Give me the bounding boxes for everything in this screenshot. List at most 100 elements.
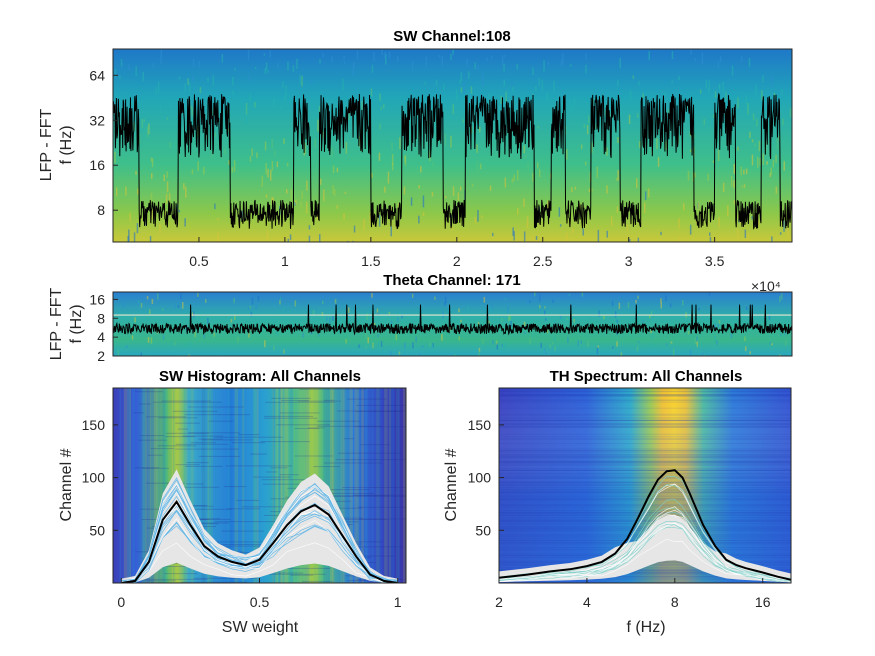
- theta-spectrogram-speckle: [365, 332, 367, 338]
- theta-spectrogram-speckle: [642, 320, 644, 323]
- theta-spectrogram-speckle: [541, 349, 543, 352]
- sw-histogram-channel-curve: [121, 484, 398, 583]
- th-spectrum-row-streak: [499, 464, 791, 465]
- sw-spectrogram-speckle: [762, 75, 764, 83]
- sw-spectrogram-speckle: [503, 63, 505, 72]
- sw-histogram-row-streak: [279, 412, 320, 414]
- theta-spectrogram-speckle: [302, 332, 304, 338]
- theta-spectrogram-speckle: [566, 317, 568, 320]
- sw-spectrogram-speckle: [183, 183, 185, 190]
- sw-histogram-row-streak: [181, 581, 248, 583]
- sw-spectrogram-speckle: [272, 197, 274, 204]
- sw-spectrogram-speckle: [290, 189, 293, 201]
- th-spectrum-row-streak: [499, 477, 791, 479]
- sw-histogram-streak: [155, 388, 159, 583]
- th-spectrum-row-streak: [499, 527, 791, 529]
- sw-histogram-channel-curve: [121, 542, 398, 583]
- sw-histogram-row-streak: [157, 445, 197, 447]
- theta-spectrogram-speckle: [458, 308, 460, 313]
- th-spectrum-y-tick-label: 150: [468, 417, 492, 433]
- sw-spectrogram-speckle: [152, 63, 154, 68]
- theta-spectrogram-speckle: [588, 315, 591, 320]
- th-spectrum-row-streak: [499, 489, 791, 490]
- sw-histogram-streak: [257, 388, 261, 583]
- sw-spectrogram-speckle: [459, 80, 462, 84]
- sw-spectrogram-speckle: [606, 230, 608, 238]
- theta-spectrogram-speckle: [577, 340, 579, 347]
- sw-histogram-streak: [284, 388, 289, 583]
- sw-histogram-row-streak: [165, 436, 195, 438]
- sw-spectrogram-speckle: [571, 188, 573, 193]
- sw-spectrogram-speckle: [444, 196, 447, 199]
- sw-histogram-row-streak: [214, 521, 283, 523]
- sw-histogram-streak: [280, 388, 283, 583]
- sw-histogram-streak: [150, 388, 152, 583]
- sw-spectrogram-speckle: [500, 95, 502, 104]
- sw-spectrogram-speckle: [146, 126, 149, 138]
- th-spectrum-row-streak: [499, 420, 791, 422]
- theta-spectrogram-speckle: [539, 294, 541, 302]
- th-spectrum-row-streak: [499, 574, 791, 576]
- sw-spectrogram-speckle: [537, 126, 539, 129]
- sw-spectrogram-speckle: [689, 149, 692, 152]
- theta-spectrogram-speckle: [718, 319, 721, 324]
- sw-histogram-row-streak: [177, 428, 189, 430]
- sw-spectrogram-speckle: [300, 201, 302, 209]
- theta-spectrogram-speckle: [483, 296, 486, 303]
- sw-spectrogram-speckle: [254, 66, 257, 70]
- sw-spectrogram-speckle: [276, 161, 279, 168]
- sw-spectrogram-speckle: [583, 124, 586, 128]
- theta-spectrogram-speckle: [248, 332, 250, 338]
- theta-spectrogram-speckle: [488, 320, 490, 324]
- theta-spectrogram-speckle: [669, 303, 672, 308]
- theta-spectrogram-speckle: [616, 319, 619, 324]
- sw-histogram-streak: [342, 388, 345, 583]
- sw-spectrogram-speckle: [184, 218, 186, 227]
- th-spectrum-row-streak: [499, 506, 791, 508]
- sw-spectrogram-speckle: [758, 140, 761, 152]
- sw-spectrogram-speckle: [591, 188, 593, 192]
- sw-spectrogram-speckle: [343, 55, 345, 60]
- sw-spectrogram-speckle: [588, 115, 590, 124]
- theta-spectrogram-speckle: [650, 310, 653, 316]
- sw-histogram-streak: [127, 388, 129, 583]
- sw-spectrogram-speckle: [709, 236, 712, 242]
- theta-spectrogram-speckle: [377, 334, 379, 338]
- sw-histogram-row-streak: [199, 455, 240, 457]
- theta-spectrogram-speckle: [714, 323, 716, 330]
- sw-spectrogram-speckle: [517, 208, 519, 215]
- sw-spectrogram-speckle: [782, 118, 784, 126]
- sw-spectrogram-speckle: [762, 153, 765, 165]
- sw-spectrogram-speckle: [135, 66, 137, 76]
- sw-spectrogram-speckle: [333, 188, 336, 197]
- th-spectrum-x-tick-label: 2: [495, 594, 503, 610]
- theta-spectrogram-speckle: [248, 306, 250, 310]
- sw-spectrogram-speckle: [553, 80, 555, 93]
- sw-spectrogram-speckle: [356, 50, 359, 60]
- sw-spectrogram-speckle: [783, 161, 785, 171]
- sw-histogram-streak: [213, 388, 217, 583]
- sw-spectrogram-speckle: [574, 186, 577, 190]
- sw-spectrogram-speckle: [273, 97, 275, 108]
- th-spectrum-channel-curve: [499, 522, 791, 582]
- sw-histogram-row-streak: [324, 399, 335, 401]
- theta-spectrogram-speckle: [529, 300, 531, 304]
- sw-spectrogram-speckle: [284, 95, 286, 102]
- sw-histogram-streak: [163, 388, 167, 583]
- sw-spectrogram-speckle: [703, 119, 705, 125]
- sw-spectrogram-speckle: [254, 205, 256, 213]
- sw-spectrogram-speckle: [741, 185, 743, 188]
- sw-spectrogram-speckle: [128, 63, 130, 72]
- th-spectrum-row-streak: [499, 460, 791, 462]
- sw-histogram-row-streak: [186, 462, 209, 464]
- theta-spectrogram-speckle: [345, 339, 347, 344]
- theta-spectrogram-speckle: [603, 315, 605, 320]
- sw-spectrogram-speckle: [265, 194, 268, 198]
- sw-spectrogram-speckle: [254, 101, 256, 108]
- sw-spectrogram-speckle: [572, 228, 574, 234]
- theta-spectrogram-speckle: [637, 295, 639, 300]
- th-spectrum-row-streak: [499, 453, 791, 455]
- sw-spectrogram-speckle: [271, 138, 273, 149]
- theta-spectrogram-speckle: [203, 334, 206, 339]
- theta-spectrogram-speckle: [173, 341, 176, 346]
